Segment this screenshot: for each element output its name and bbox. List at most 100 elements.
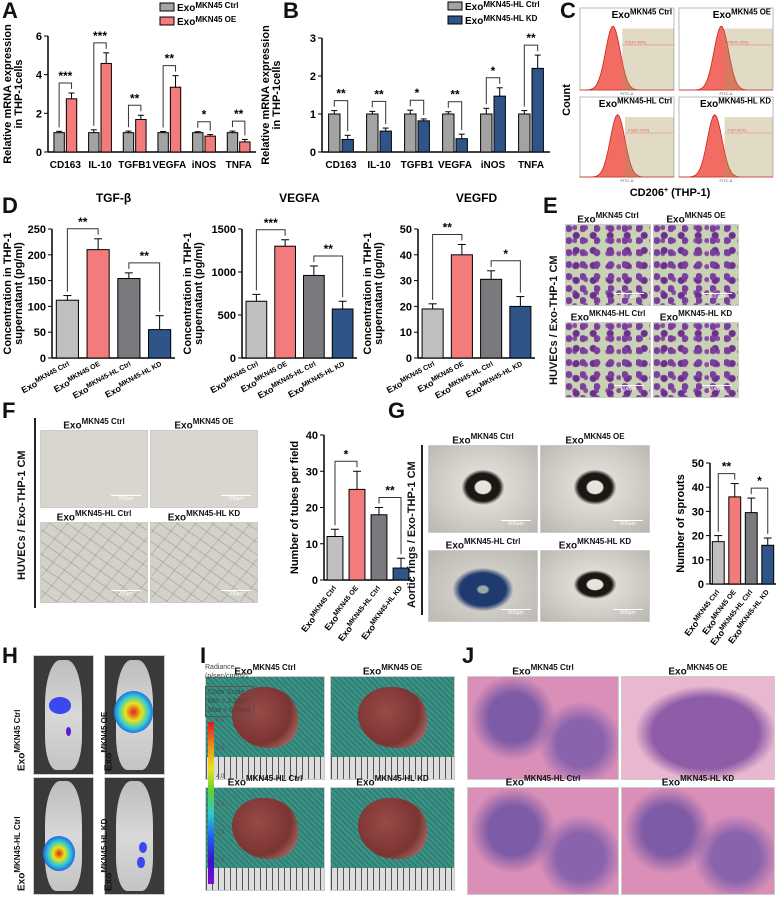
image-caption-hl-ctrl: ExoMKN45-HL Ctrl (205, 774, 325, 788)
caption-sup: MKN45-HL Ctrl (75, 509, 132, 518)
e-side-label: HUVECs / Exo-THP-1 CM (548, 255, 560, 385)
mouse-label-oe: ExoMKN45 OE (100, 712, 114, 771)
scale-bar: 500μm (501, 520, 531, 527)
y-tick-label: 10 (400, 327, 412, 339)
huvec-migration-image-oe: 200μm (653, 224, 739, 306)
g-side-label: Aortic rings / Exo-THP-1 CM (406, 461, 418, 608)
significance-label: *** (264, 216, 278, 230)
significance-bracket (66, 228, 99, 292)
panel-label-h: H (2, 643, 18, 668)
g-divider (421, 445, 423, 615)
color-scale-box: Color Scale Min = 3.33e7 Max = 6.06e8 (205, 686, 254, 717)
bar (370, 514, 388, 581)
y-tick-label: 0 (312, 575, 318, 587)
significance-label: ** (140, 249, 150, 263)
scale-bar: 200μm (702, 385, 732, 392)
histogram-title-sup: MKN45-HL KD (718, 97, 771, 106)
y-tick-label: 50 (692, 458, 704, 470)
colorbar-tick-label: 2.0 (216, 830, 225, 836)
y-axis-label: Relative mRNA expression (260, 25, 272, 165)
histogram-curve (679, 26, 773, 91)
he-stain-image-oe (621, 676, 775, 780)
x-axis-fitc-label: FITC-A (720, 178, 733, 183)
histogram-title-base: Exo (700, 99, 718, 110)
x-axis-cd206-label: CD206+ (THP-1) (630, 187, 711, 199)
legend-label-base: Exo (177, 17, 195, 28)
caption-sup: MKN45-HL KD (577, 537, 632, 546)
chart-d-vegfd: 0 10 20 30 40 50 Concentration in THP-1 superna… (362, 191, 535, 400)
image-caption-hl-ctrl: ExoMKN45-HL Ctrl (565, 309, 651, 323)
gated-region (622, 28, 674, 90)
gated-region (724, 117, 773, 177)
bar (711, 541, 725, 585)
mouse-label-hl-kd: ExoMKN45-HL KD (100, 819, 114, 891)
y-axis-label: Number of tubes per field (289, 441, 301, 574)
bar (148, 329, 172, 359)
caption-base: Exo (661, 777, 681, 789)
aortic-ring-image-oe: 500μm (540, 445, 650, 533)
caption-base: Exo (452, 435, 471, 447)
bar (86, 249, 110, 359)
chart-f-tubes: 0 10 20 30 40 Number of tubes per field ExoMKN… (289, 430, 412, 643)
histogram-title: ExoMKN45 OE (713, 8, 771, 22)
x-tick-label: TGFB1 (401, 160, 434, 171)
significance-label: * (415, 86, 420, 100)
caption-sup: MKN45 Ctrl (252, 663, 296, 672)
y-tick-label: 1000 (212, 267, 236, 279)
y-axis-label: Concentration in THP-1 (182, 232, 194, 354)
bar (518, 113, 531, 153)
caption-base: Exo (558, 540, 578, 552)
histogram-title-sup: MKN45 Ctrl (630, 8, 672, 17)
caption-sup: MKN45 OE (381, 663, 423, 672)
y-tick-label: 250 (28, 224, 46, 236)
gate-label: P3(10.48%) (625, 39, 647, 44)
bar (326, 536, 344, 581)
caption-sup: MKN45 Ctrl (595, 211, 639, 220)
y-tick-label: 10 (306, 539, 318, 551)
radiance-unit: (p/sec/cm²/sr) (205, 673, 248, 680)
chart-d-vegfa: 0 500 1000 1500 Concentration in THP-1 supern… (182, 191, 357, 400)
tube-formation-image-hl-kd: 200μm (150, 522, 258, 603)
huvec-migration-image-ctrl: 200μm (565, 224, 651, 306)
bar (744, 512, 758, 585)
significance-label: ** (130, 91, 140, 105)
y-tick-label: 0 (698, 579, 704, 591)
image-caption-hl-ctrl: ExoMKN45-HL Ctrl (428, 537, 538, 551)
liver-tissue (231, 798, 299, 860)
y-axis-label: Concentration in THP-1 (2, 232, 14, 354)
y-tick-label: 40 (692, 482, 704, 494)
x-axis-fitc-label: FITC-A (621, 178, 634, 183)
bar (366, 113, 379, 153)
x-axis-fitc-label: FITC-A (720, 91, 733, 96)
signal-blob (66, 726, 72, 737)
y-axis-label: in THP-1cells (271, 60, 283, 129)
caption-base: Exo (234, 666, 253, 678)
y-tick-label: 0 (230, 353, 236, 365)
bar (761, 544, 775, 585)
scale-bar: 200μm (614, 293, 644, 300)
caption-base: Exo (666, 214, 685, 226)
bar (455, 138, 468, 153)
chart-title: VEGFA (279, 191, 320, 205)
x-tick-label: iNOS (192, 160, 217, 171)
significance-bracket (231, 120, 246, 136)
bar (421, 308, 444, 359)
caption-base: Exo (16, 872, 28, 891)
legend-label-base: Exo (465, 16, 483, 27)
caption-sup: MKN45 OE (684, 211, 726, 220)
image-caption-oe: ExoMKN45 OE (540, 432, 650, 446)
caption-base: Exo (356, 777, 375, 789)
caption-sup: MKN45-HL KD (186, 509, 241, 518)
significance-bracket (378, 497, 402, 555)
histogram-curve (678, 114, 773, 178)
liver-image-oe (330, 676, 455, 780)
y-tick-label: 150 (28, 276, 46, 288)
mouse-body (44, 781, 83, 891)
y-tick-label: 200 (28, 250, 46, 262)
caption-sup: MKN45-HL KD (678, 309, 733, 318)
histogram-title-base: Exo (612, 10, 630, 21)
significance-bracket (127, 104, 142, 128)
bar (328, 113, 341, 153)
significance-bracket (490, 260, 521, 293)
x-tick-label: ExoMKN45-HL KD (464, 361, 525, 400)
